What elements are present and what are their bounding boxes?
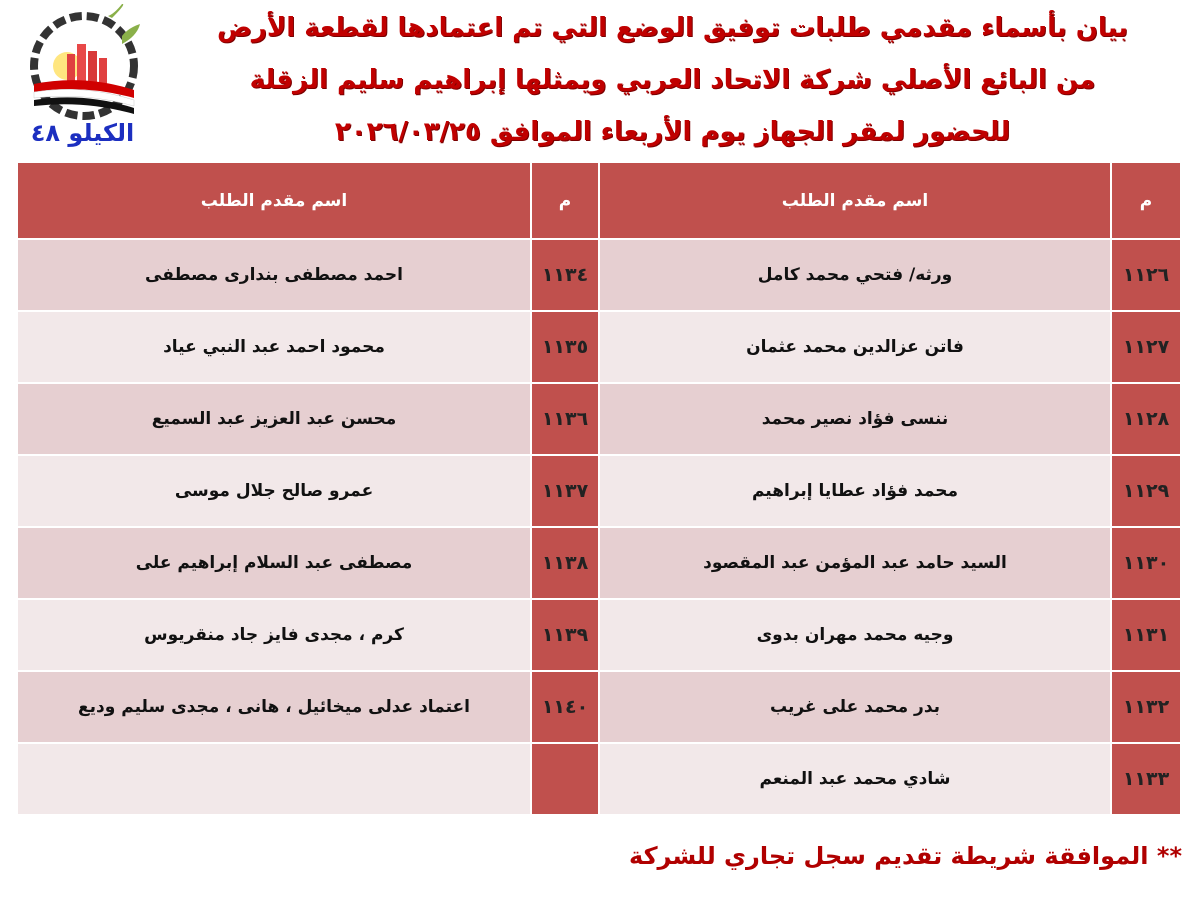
row-number	[532, 744, 598, 814]
row-number: ١١٢٨	[1112, 384, 1180, 454]
row-number: ١١٣٢	[1112, 672, 1180, 742]
row-number: ١١٣١	[1112, 600, 1180, 670]
title-line-3: للحضور لمقر الجهاز يوم الأربعاء الموافق …	[334, 117, 1011, 147]
applicant-name: عمرو صالح جلال موسى	[18, 456, 530, 526]
applicant-name: محسن عبد العزيز عبد السميع	[18, 384, 530, 454]
table-row: محمود احمد عبد النبي عياد ١١٣٥ فاتن عزالدي…	[18, 312, 1182, 382]
applicant-name: شادي محمد عبد المنعم	[600, 744, 1110, 814]
applicant-name: ننسى فؤاد نصير محمد	[600, 384, 1110, 454]
applicant-name	[18, 744, 530, 814]
table-row: احمد مصطفى بندارى مصطفى ١١٣٤ ورثه/ فتحي مح…	[18, 240, 1182, 310]
row-number: ١١٣٠	[1112, 528, 1180, 598]
row-number: ١١٣٤	[532, 240, 598, 310]
header-num: م	[532, 163, 598, 238]
table-row: شادي محمد عبد المنعم ١١٣٣	[18, 744, 1182, 814]
applicant-name: محمد فؤاد عطايا إبراهيم	[600, 456, 1110, 526]
applicant-name: كرم ، مجدى فايز جاد منقريوس	[18, 600, 530, 670]
row-number: ١١٤٠	[532, 672, 598, 742]
applicant-name: مصطفى عبد السلام إبراهيم على	[18, 528, 530, 598]
header-name: اسم مقدم الطلب	[18, 163, 530, 238]
logo-text: الكيلو ٤٨	[30, 119, 135, 147]
applicant-name: فاتن عزالدين محمد عثمان	[600, 312, 1110, 382]
row-number: ١١٣٧	[532, 456, 598, 526]
table-row: عمرو صالح جلال موسى ١١٣٧ محمد فؤاد عطايا إ…	[18, 456, 1182, 526]
row-number: ١١٣٣	[1112, 744, 1180, 814]
row-number: ١١٣٩	[532, 600, 598, 670]
title-line-2: من البائع الأصلي شركة الاتحاد العربي ويم…	[249, 65, 1096, 95]
row-number: ١١٣٨	[532, 528, 598, 598]
header-num: م	[1112, 163, 1180, 238]
applicant-name: بدر محمد على غريب	[600, 672, 1110, 742]
table-row: كرم ، مجدى فايز جاد منقريوس ١١٣٩ وجيه محمد…	[18, 600, 1182, 670]
header-name: اسم مقدم الطلب	[600, 163, 1110, 238]
table-row: اعتماد عدلى ميخائيل ، هانى ، مجدى سليم و…	[18, 672, 1182, 742]
applicant-name: ورثه/ فتحي محمد كامل	[600, 240, 1110, 310]
table-header-row: اسم مقدم الطلب م اسم مقدم الطلب م	[18, 163, 1182, 238]
table-row: محسن عبد العزيز عبد السميع ١١٣٦ ننسى فؤاد …	[18, 384, 1182, 454]
applicant-name: وجيه محمد مهران بدوى	[600, 600, 1110, 670]
applicant-name: محمود احمد عبد النبي عياد	[18, 312, 530, 382]
logo-emblem-icon	[30, 4, 140, 120]
row-number: ١١٢٩	[1112, 456, 1180, 526]
row-number: ١١٢٦	[1112, 240, 1180, 310]
title-line-1: بيان بأسماء مقدمي طلبات توفيق الوضع التي…	[216, 13, 1129, 43]
footnote: ** الموافقة شريطة تقديم سجل تجاري للشركة	[629, 842, 1182, 870]
applicant-name: السيد حامد عبد المؤمن عبد المقصود	[600, 528, 1110, 598]
applicant-name: اعتماد عدلى ميخائيل ، هانى ، مجدى سليم و…	[18, 672, 530, 742]
row-number: ١١٣٥	[532, 312, 598, 382]
row-number: ١١٢٧	[1112, 312, 1180, 382]
table-row: مصطفى عبد السلام إبراهيم على ١١٣٨ السيد حا…	[18, 528, 1182, 598]
applicant-name: احمد مصطفى بندارى مصطفى	[18, 240, 530, 310]
row-number: ١١٣٦	[532, 384, 598, 454]
